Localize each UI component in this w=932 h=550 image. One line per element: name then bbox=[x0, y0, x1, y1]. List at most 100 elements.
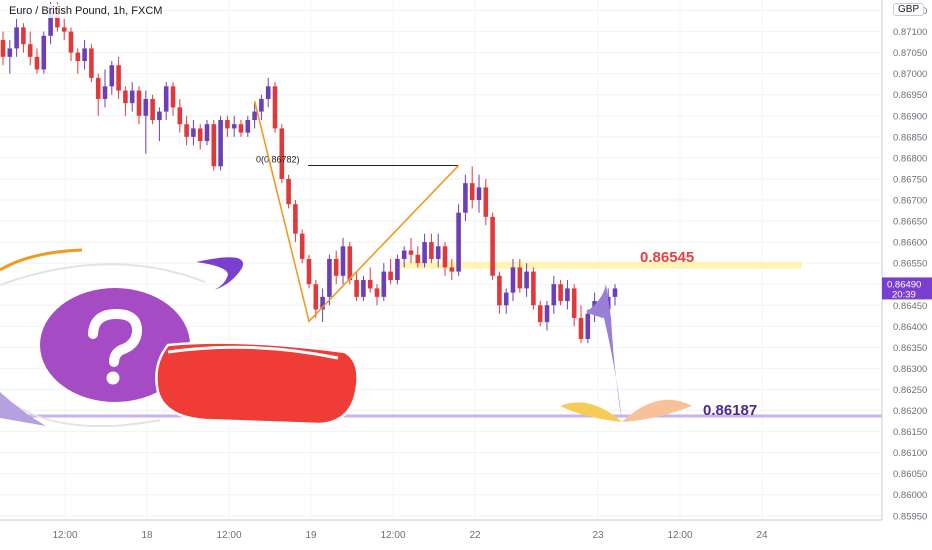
candle bbox=[293, 200, 298, 243]
candle bbox=[272, 82, 278, 133]
candle bbox=[531, 267, 536, 310]
price-tick-label: 0.86250 bbox=[893, 385, 927, 396]
price-tick-label: 0.86750 bbox=[893, 174, 927, 185]
candle bbox=[157, 107, 162, 142]
candle bbox=[265, 77, 271, 108]
time-tick-label: 12:00 bbox=[216, 530, 241, 541]
price-tick-label: 0.87050 bbox=[893, 48, 927, 59]
candle bbox=[245, 115, 251, 137]
price-tick-label: 0.86800 bbox=[893, 153, 927, 164]
question-mark-icon bbox=[88, 308, 143, 367]
candle bbox=[252, 103, 257, 129]
time-tick-label: 12:00 bbox=[380, 530, 405, 541]
candle bbox=[585, 309, 591, 344]
candle bbox=[612, 284, 618, 306]
candle bbox=[510, 258, 516, 302]
candle bbox=[374, 284, 380, 306]
candle bbox=[537, 301, 543, 327]
candle bbox=[490, 212, 495, 280]
price-tick-label: 0.87100 bbox=[893, 27, 927, 38]
projection-arrow bbox=[586, 284, 622, 422]
candle bbox=[578, 305, 584, 344]
support-label: 0.86187 bbox=[703, 402, 757, 419]
candle bbox=[204, 120, 210, 146]
candle bbox=[313, 280, 319, 318]
candle bbox=[306, 254, 312, 289]
price-tick-label: 0.85950 bbox=[893, 511, 927, 522]
candle bbox=[347, 242, 353, 285]
candle bbox=[177, 98, 183, 133]
candle bbox=[327, 254, 332, 306]
time-tick-label: 23 bbox=[592, 530, 604, 541]
candle bbox=[259, 94, 264, 120]
price-tick-label: 0.86150 bbox=[893, 427, 927, 438]
price-tick-label: 0.86100 bbox=[893, 448, 927, 459]
candle bbox=[231, 115, 237, 137]
candle bbox=[388, 258, 393, 285]
price-tick-label: 0.86900 bbox=[893, 111, 927, 122]
candles bbox=[0, 2, 618, 344]
candle bbox=[558, 280, 563, 306]
price-tick-label: 0.86650 bbox=[893, 217, 927, 228]
candle bbox=[449, 258, 455, 280]
price-tick-label: 0.86300 bbox=[893, 364, 927, 375]
yellow-petal bbox=[560, 402, 622, 422]
price-tick-label: 0.86950 bbox=[893, 90, 927, 101]
price-tick-label: 0.86050 bbox=[893, 469, 927, 480]
candle bbox=[279, 124, 285, 184]
price-axis-bg[interactable] bbox=[882, 0, 932, 520]
candle bbox=[170, 82, 176, 116]
question-mark-dot bbox=[106, 371, 120, 385]
price-tick-label: 0.86700 bbox=[893, 196, 927, 207]
price-tick-label: 0.86850 bbox=[893, 132, 927, 143]
candle bbox=[136, 86, 142, 125]
time-axis-bg[interactable] bbox=[0, 520, 882, 550]
question-bubble bbox=[40, 288, 190, 402]
time-tick-label: 22 bbox=[469, 530, 481, 541]
candle bbox=[184, 115, 189, 146]
time-axis-ticks: 12:00 18 12:00 19 12:00 22 23 12:00 24 bbox=[52, 530, 768, 541]
red-pill-shape bbox=[155, 341, 359, 426]
candle bbox=[197, 124, 203, 150]
candle bbox=[299, 229, 305, 264]
candle bbox=[497, 271, 502, 314]
candle bbox=[61, 18, 67, 40]
time-tick-label: 24 bbox=[756, 530, 768, 541]
price-tick-label: 0.86450 bbox=[893, 301, 927, 312]
price-axis-ticks: 0.85950 0.86000 0.86050 0.86100 0.86150 0.862… bbox=[893, 6, 927, 522]
candle bbox=[483, 178, 489, 226]
price-tick-label: 0.87000 bbox=[893, 69, 927, 80]
candle bbox=[395, 254, 400, 285]
price-tick-label: 0.86400 bbox=[893, 322, 927, 333]
candle bbox=[429, 233, 434, 264]
lavender-wedge bbox=[0, 392, 46, 426]
candle bbox=[442, 242, 448, 276]
time-tick-label: 12:00 bbox=[52, 530, 77, 541]
candle bbox=[422, 233, 427, 268]
price-tick-label: 0.86000 bbox=[893, 490, 927, 501]
candle bbox=[517, 258, 523, 293]
candle bbox=[524, 263, 529, 297]
candle bbox=[7, 40, 13, 74]
candle bbox=[82, 40, 87, 70]
candle bbox=[89, 44, 94, 83]
candle bbox=[225, 115, 230, 137]
candle bbox=[367, 267, 373, 293]
currency-badge[interactable]: GBP bbox=[893, 3, 925, 16]
symbol-title[interactable]: Euro / British Pound, 1h, FXCM bbox=[6, 4, 166, 18]
candle bbox=[435, 233, 441, 268]
candle bbox=[34, 48, 40, 74]
price-tick-label: 0.86600 bbox=[893, 238, 927, 249]
candle bbox=[354, 271, 359, 302]
candle bbox=[238, 120, 244, 137]
candle bbox=[320, 288, 325, 323]
candle bbox=[361, 275, 366, 302]
time-tick-label: 18 bbox=[141, 530, 153, 541]
peach-petal bbox=[622, 399, 692, 422]
candle bbox=[211, 120, 217, 171]
candle bbox=[123, 86, 128, 116]
candle bbox=[109, 61, 115, 95]
candle bbox=[456, 204, 461, 276]
current-price-badge: 0.86490 20:39 bbox=[882, 277, 932, 300]
